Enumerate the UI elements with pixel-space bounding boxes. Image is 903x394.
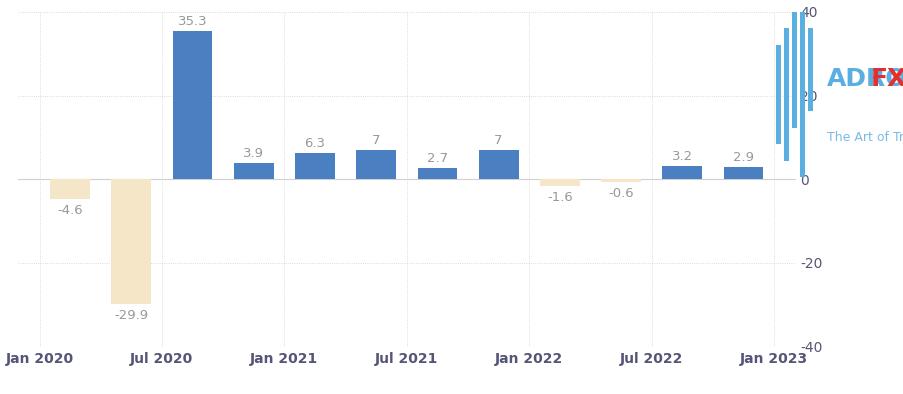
Bar <box>539 179 579 186</box>
Text: -0.6: -0.6 <box>608 187 633 200</box>
Bar <box>51 179 90 199</box>
Text: 3.9: 3.9 <box>243 147 264 160</box>
Bar <box>807 28 812 111</box>
Text: The Art of Trading: The Art of Trading <box>826 132 903 144</box>
Bar <box>479 150 518 179</box>
Bar <box>417 168 457 179</box>
Bar <box>172 32 212 179</box>
Bar <box>722 167 762 179</box>
Text: -29.9: -29.9 <box>114 309 148 322</box>
Text: 35.3: 35.3 <box>178 15 207 28</box>
Bar <box>662 166 702 179</box>
Text: 7: 7 <box>371 134 380 147</box>
Text: 3.2: 3.2 <box>671 150 692 163</box>
Text: 2.9: 2.9 <box>732 151 753 164</box>
Text: -1.6: -1.6 <box>546 191 573 204</box>
Text: 7: 7 <box>494 134 502 147</box>
Bar <box>791 12 796 128</box>
Text: -4.6: -4.6 <box>57 204 83 217</box>
Text: ADRO: ADRO <box>826 67 903 91</box>
Text: 6.3: 6.3 <box>304 137 325 150</box>
Bar <box>799 12 804 177</box>
Text: FX: FX <box>870 67 903 91</box>
Bar <box>234 163 274 179</box>
Bar <box>111 179 151 305</box>
Bar <box>775 45 780 144</box>
Bar <box>783 28 788 161</box>
Bar <box>600 179 640 182</box>
Text: 2.7: 2.7 <box>426 152 448 165</box>
Bar <box>356 150 396 179</box>
Bar <box>294 153 334 179</box>
